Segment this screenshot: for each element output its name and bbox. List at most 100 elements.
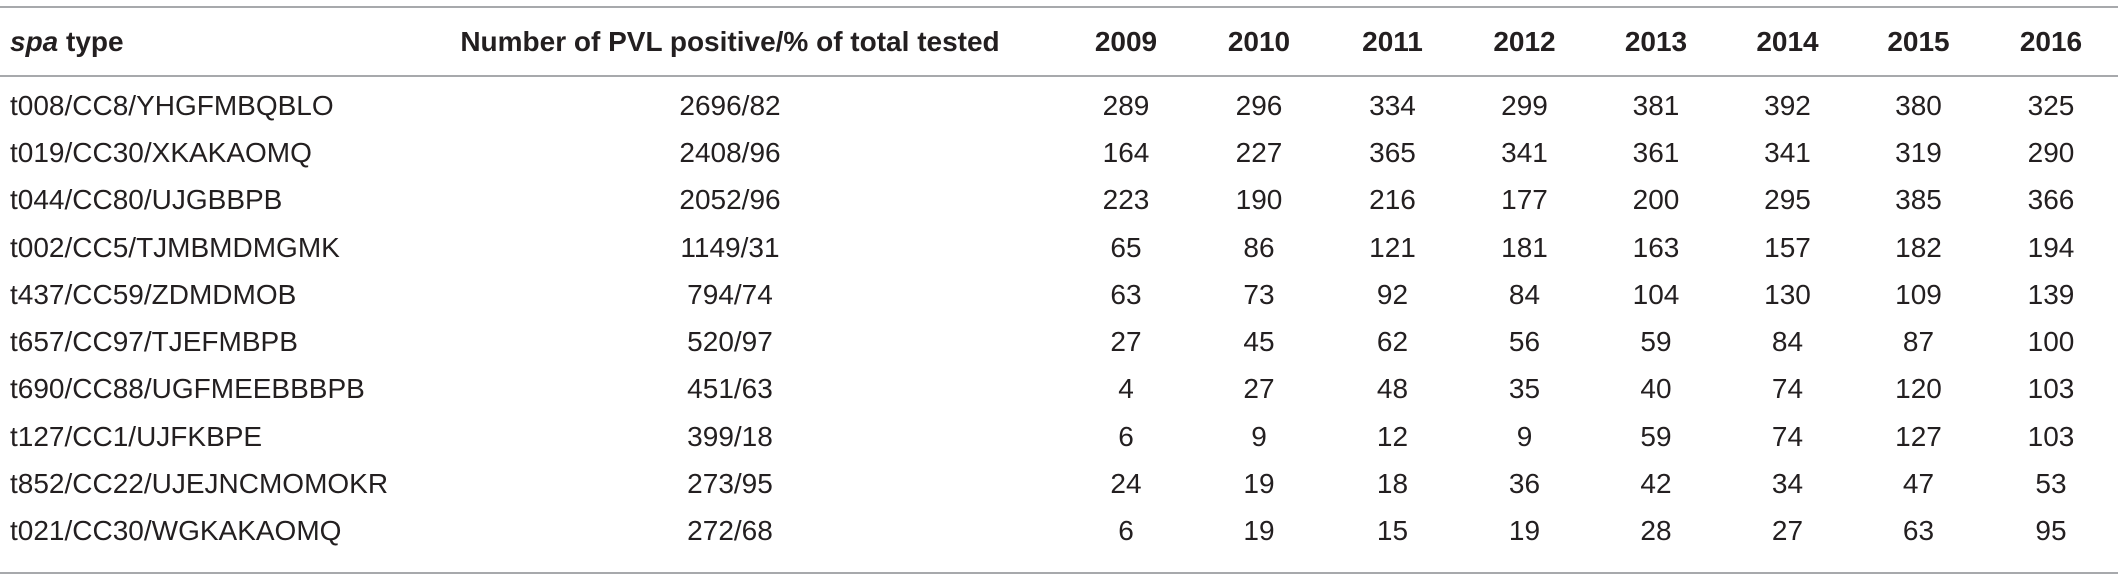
table-header-row: spa type Number of PVL positive/% of tot… xyxy=(0,8,2118,75)
cell-year-count: 74 xyxy=(1771,420,1804,452)
cell-pvl: 520/97 xyxy=(687,326,773,358)
cell-year-count: 216 xyxy=(1369,184,1416,216)
cell-year-count: 4 xyxy=(1118,373,1134,405)
cell-year-count: 36 xyxy=(1508,468,1541,500)
cell-year-count: 12 xyxy=(1376,420,1409,452)
cell-spa-type: t127/CC1/UJFKBPE xyxy=(10,420,263,452)
table-bottom-rule xyxy=(0,572,2118,574)
table-row: t657/CC97/TJEFMBPB 520/97 27 45 62 56 59 84 87 10… xyxy=(0,318,2118,365)
cell-year-count: 59 xyxy=(1640,420,1672,452)
cell-year-count: 295 xyxy=(1764,184,1811,216)
cell-year-count: 296 xyxy=(1235,89,1283,121)
header-year: 2011 xyxy=(1362,25,1423,57)
cell-year-count: 53 xyxy=(2035,468,2067,500)
cell-year-count: 194 xyxy=(2027,231,2075,263)
cell-pvl: 399/18 xyxy=(687,420,773,452)
cell-year-count: 19 xyxy=(1243,515,1275,547)
cell-year-count: 392 xyxy=(1764,89,1811,121)
cell-year-count: 40 xyxy=(1640,373,1672,405)
cell-year-count: 319 xyxy=(1895,136,1942,168)
cell-year-count: 27 xyxy=(1243,373,1275,405)
header-type-text: type xyxy=(58,25,124,57)
cell-year-count: 19 xyxy=(1508,515,1541,547)
cell-year-count: 95 xyxy=(2035,515,2067,547)
cell-year-count: 24 xyxy=(1110,468,1142,500)
cell-pvl: 2052/96 xyxy=(679,184,781,216)
cell-year-count: 139 xyxy=(2027,278,2075,310)
header-year: 2010 xyxy=(1227,25,1291,57)
table-row: t002/CC5/TJMBMDMGMK 1149/31 65 86 121 181 163 1… xyxy=(0,224,2118,271)
cell-year-count: 9 xyxy=(1251,420,1267,452)
cell-year-count: 380 xyxy=(1895,89,1942,121)
table-row: t437/CC59/ZDMDMOB 794/74 63 73 92 84 104 130 109… xyxy=(0,271,2118,318)
cell-spa-type: t002/CC5/TJMBMDMGMK xyxy=(10,231,340,263)
cell-year-count: 200 xyxy=(1632,184,1680,216)
cell-year-count: 341 xyxy=(1501,136,1548,168)
cell-year-count: 34 xyxy=(1771,468,1804,500)
cell-year-count: 84 xyxy=(1508,278,1541,310)
cell-year-count: 109 xyxy=(1895,278,1942,310)
cell-pvl: 2696/82 xyxy=(679,89,781,121)
cell-year-count: 27 xyxy=(1771,515,1804,547)
cell-year-count: 19 xyxy=(1243,468,1275,500)
cell-year-count: 121 xyxy=(1369,231,1416,263)
cell-year-count: 65 xyxy=(1110,231,1142,263)
header-spa-italic: spa xyxy=(10,25,59,57)
cell-year-count: 385 xyxy=(1895,184,1942,216)
cell-spa-type: t019/CC30/XKAKAOMQ xyxy=(10,136,312,168)
cell-year-count: 127 xyxy=(1895,420,1942,452)
cell-pvl: 273/95 xyxy=(687,468,773,500)
cell-year-count: 104 xyxy=(1632,278,1680,310)
cell-spa-type: t008/CC8/YHGFMBQBLO xyxy=(10,89,334,121)
header-year: 2016 xyxy=(2019,25,2083,57)
cell-year-count: 182 xyxy=(1895,231,1942,263)
cell-year-count: 299 xyxy=(1501,89,1548,121)
cell-year-count: 18 xyxy=(1376,468,1409,500)
cell-year-count: 15 xyxy=(1376,515,1409,547)
cell-year-count: 87 xyxy=(1902,326,1935,358)
table-row: t127/CC1/UJFKBPE 399/18 6 9 12 9 59 74 127 103 xyxy=(0,413,2118,460)
header-year: 2014 xyxy=(1756,25,1819,57)
cell-spa-type: t437/CC59/ZDMDMOB xyxy=(10,278,297,310)
table-row: t044/CC80/UJGBBPB 2052/96 223 190 216 177 200 2… xyxy=(0,177,2118,224)
table-row: t021/CC30/WGKAKAOMQ 272/68 6 19 15 19 28 27 63 95 xyxy=(0,508,2118,555)
cell-year-count: 6 xyxy=(1118,420,1134,452)
cell-year-count: 341 xyxy=(1764,136,1811,168)
header-year: 2015 xyxy=(1887,25,1950,57)
cell-year-count: 48 xyxy=(1376,373,1409,405)
cell-spa-type: t044/CC80/UJGBBPB xyxy=(10,184,283,216)
cell-year-count: 325 xyxy=(2027,89,2075,121)
header-spa-type: spa type xyxy=(0,8,400,75)
cell-year-count: 45 xyxy=(1243,326,1275,358)
cell-year-count: 130 xyxy=(1764,278,1811,310)
cell-year-count: 74 xyxy=(1771,373,1804,405)
cell-year-count: 59 xyxy=(1640,326,1672,358)
cell-year-count: 190 xyxy=(1235,184,1283,216)
cell-pvl: 794/74 xyxy=(687,278,773,310)
cell-pvl: 451/63 xyxy=(687,373,773,405)
cell-year-count: 290 xyxy=(2027,136,2075,168)
cell-spa-type: t690/CC88/UGFMEEBBBPB xyxy=(10,373,365,405)
cell-year-count: 227 xyxy=(1235,136,1283,168)
cell-year-count: 361 xyxy=(1632,136,1680,168)
table-row: t019/CC30/XKAKAOMQ 2408/96 164 227 365 341 361… xyxy=(0,129,2118,176)
cell-year-count: 289 xyxy=(1102,89,1150,121)
cell-year-count: 181 xyxy=(1501,231,1548,263)
cell-year-count: 86 xyxy=(1243,231,1275,263)
cell-year-count: 366 xyxy=(2027,184,2075,216)
cell-year-count: 92 xyxy=(1376,278,1409,310)
header-year: 2009 xyxy=(1094,25,1158,57)
cell-year-count: 334 xyxy=(1369,89,1416,121)
cell-year-count: 120 xyxy=(1895,373,1942,405)
cell-year-count: 103 xyxy=(2027,373,2075,405)
cell-pvl: 1149/31 xyxy=(680,231,780,263)
table-body: t008/CC8/YHGFMBQBLO 2696/82 289 296 334 299 38… xyxy=(0,75,2118,555)
header-year: 2012 xyxy=(1493,25,1556,57)
cell-year-count: 47 xyxy=(1902,468,1935,500)
cell-year-count: 365 xyxy=(1369,136,1416,168)
cell-year-count: 56 xyxy=(1508,326,1541,358)
cell-year-count: 223 xyxy=(1102,184,1150,216)
cell-year-count: 100 xyxy=(2027,326,2075,358)
table-top-rule xyxy=(0,6,2118,8)
